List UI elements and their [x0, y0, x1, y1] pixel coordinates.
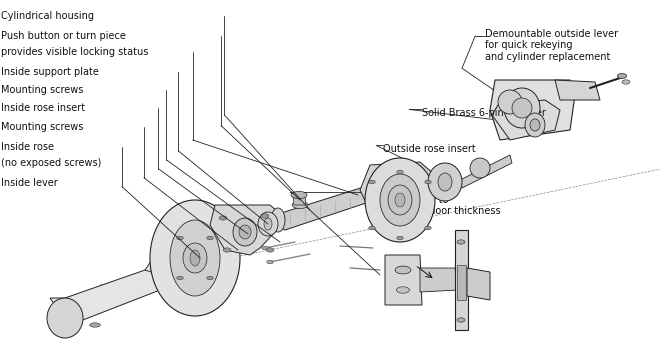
Ellipse shape — [530, 119, 540, 131]
Polygon shape — [457, 265, 466, 300]
Ellipse shape — [380, 174, 420, 226]
Ellipse shape — [258, 212, 278, 236]
Polygon shape — [555, 80, 600, 100]
Ellipse shape — [504, 88, 540, 128]
Ellipse shape — [438, 173, 452, 191]
Ellipse shape — [207, 236, 213, 240]
Ellipse shape — [264, 218, 272, 230]
Ellipse shape — [424, 180, 431, 184]
Polygon shape — [490, 80, 575, 140]
Ellipse shape — [397, 287, 410, 293]
Polygon shape — [145, 240, 175, 275]
Polygon shape — [275, 185, 375, 230]
Polygon shape — [492, 100, 560, 140]
Polygon shape — [455, 230, 468, 330]
Ellipse shape — [292, 201, 308, 209]
Ellipse shape — [457, 318, 465, 322]
Text: Outside rose insert: Outside rose insert — [383, 144, 476, 154]
Ellipse shape — [424, 226, 431, 230]
Text: Reversible outside
support plate to
adjust fit to door thickness: Reversible outside support plate to adju… — [370, 183, 500, 216]
Ellipse shape — [47, 298, 83, 338]
Ellipse shape — [150, 200, 240, 316]
Ellipse shape — [267, 260, 273, 264]
Text: Demountable outside lever
for quick rekeying
and cylinder replacement: Demountable outside lever for quick reke… — [485, 29, 618, 62]
Text: Inside support plate: Inside support plate — [1, 67, 99, 77]
Ellipse shape — [183, 243, 207, 273]
Text: (no exposed screws): (no exposed screws) — [1, 158, 102, 168]
Ellipse shape — [470, 158, 490, 178]
Polygon shape — [420, 268, 458, 292]
Polygon shape — [293, 195, 306, 205]
Polygon shape — [210, 205, 285, 255]
Ellipse shape — [388, 185, 412, 215]
Text: Solid Brass 6-pin cylinder: Solid Brass 6-pin cylinder — [422, 108, 546, 118]
Ellipse shape — [291, 191, 307, 199]
Ellipse shape — [622, 80, 630, 84]
Ellipse shape — [219, 216, 227, 220]
Ellipse shape — [365, 158, 435, 242]
Text: Inside rose: Inside rose — [1, 142, 54, 152]
Text: Inside rose insert: Inside rose insert — [1, 103, 85, 113]
Ellipse shape — [512, 98, 532, 118]
Ellipse shape — [266, 248, 274, 252]
Ellipse shape — [177, 236, 183, 240]
Ellipse shape — [261, 214, 269, 218]
Ellipse shape — [262, 246, 269, 250]
Polygon shape — [385, 255, 422, 305]
Ellipse shape — [190, 250, 200, 266]
Ellipse shape — [233, 218, 257, 246]
Ellipse shape — [525, 113, 545, 137]
Text: Mounting screws: Mounting screws — [1, 122, 84, 132]
Ellipse shape — [498, 90, 522, 114]
Ellipse shape — [90, 323, 100, 327]
Polygon shape — [467, 268, 490, 300]
Text: Mounting screws: Mounting screws — [1, 85, 84, 95]
Ellipse shape — [428, 163, 462, 201]
Ellipse shape — [170, 220, 220, 296]
Ellipse shape — [397, 170, 403, 174]
Ellipse shape — [397, 236, 403, 240]
Ellipse shape — [369, 180, 376, 184]
Ellipse shape — [457, 240, 465, 244]
Polygon shape — [360, 162, 435, 228]
Ellipse shape — [271, 208, 285, 232]
Text: Push button or turn piece: Push button or turn piece — [1, 31, 126, 41]
Ellipse shape — [617, 74, 626, 79]
Text: Inside lever: Inside lever — [1, 178, 58, 188]
Ellipse shape — [364, 180, 380, 204]
Ellipse shape — [207, 276, 213, 280]
Text: Cylindrical housing: Cylindrical housing — [1, 11, 94, 21]
Ellipse shape — [369, 226, 376, 230]
Ellipse shape — [395, 193, 405, 207]
Polygon shape — [50, 268, 165, 325]
Text: provides visible locking status: provides visible locking status — [1, 47, 148, 57]
Polygon shape — [460, 155, 512, 188]
Ellipse shape — [223, 248, 231, 252]
Ellipse shape — [239, 225, 251, 239]
Ellipse shape — [177, 276, 183, 280]
Ellipse shape — [395, 266, 411, 274]
